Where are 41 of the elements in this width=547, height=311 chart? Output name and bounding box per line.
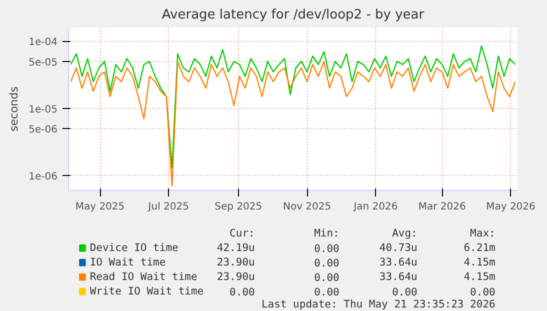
text: 0.00 [314,272,340,284]
x-tick-label: Nov 2025 [282,202,332,212]
text: 33.64u [379,271,418,284]
legend-label: Device IO time [90,242,178,254]
text: 4.15m [464,271,496,284]
text: Last update: Thu May 21 23:35:23 2026 [261,298,496,310]
text: Avg: [392,228,418,240]
text: Max: [470,228,496,240]
chart-title: Average latency for /dev/loop2 - by year [162,8,425,22]
text: 6.21m [464,242,496,254]
text: 0.00 [314,243,340,256]
legend-label: Write IO Wait time [90,286,204,298]
x-tick-label: May 2025 [75,202,125,212]
x-tick-label: Jul 2025 [147,202,190,212]
y-axis-title: seconds [8,86,21,132]
text: 0.00 [314,286,340,299]
y-tick-label: 1e-06 [28,172,58,183]
text: 0.00 [392,286,418,299]
line-series [70,45,516,169]
x-tick-label: Mar 2026 [418,202,466,212]
text: 0.00 [470,286,496,299]
y-tick-label: 1e-05 [28,104,58,116]
y-tick-label: 5e-06 [28,124,58,136]
text: 33.64u [379,256,418,269]
text: 0.00 [314,258,340,270]
y-tick-label: 1e-04 [28,37,58,48]
x-tick-label: May 2026 [486,202,536,212]
y-tick-label: 5e-05 [28,57,58,68]
text: 0.00 [230,286,255,299]
line-series [70,60,516,187]
legend-label: IO Wait time [90,256,166,269]
x-tick-label: Jan 2026 [352,202,398,212]
legend-label: Read IO Wait time [90,271,198,284]
text: Min: [314,228,340,240]
text: 42.19u [216,242,255,254]
text: 23.90u [216,256,255,269]
text: 23.90u [216,271,255,284]
x-tick-label: Sep 2025 [214,202,262,212]
text: 4.15m [464,256,496,269]
text: Cur: [230,228,255,240]
text: 40.73u [379,242,418,254]
